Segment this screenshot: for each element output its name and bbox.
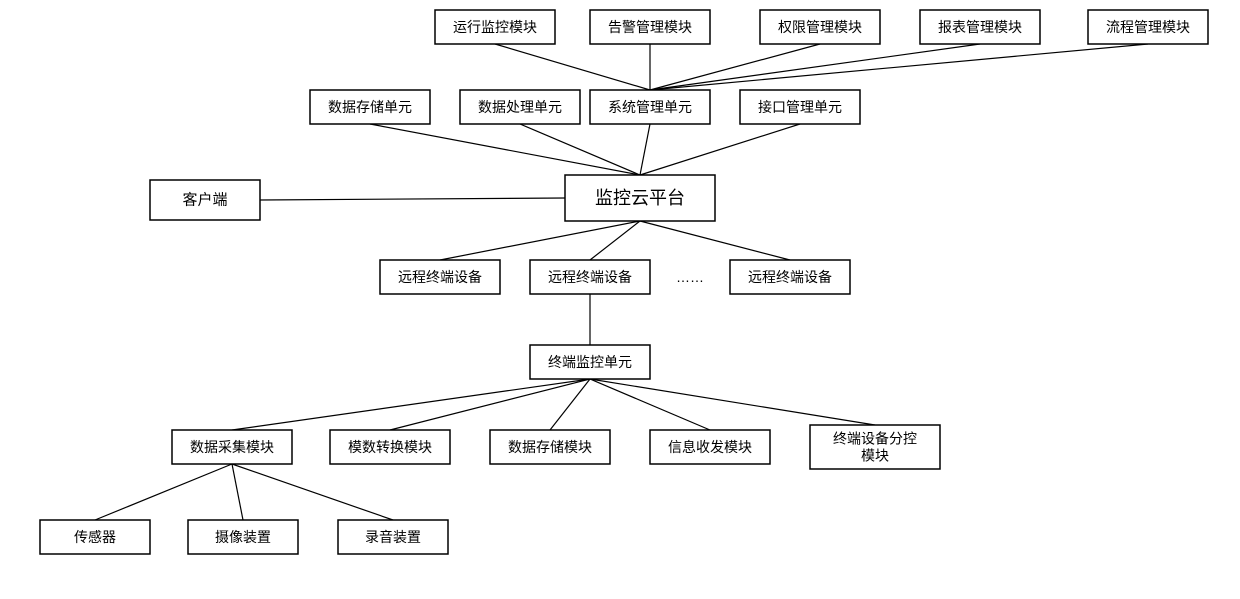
node-label: 接口管理单元	[758, 99, 842, 115]
node-label: 终端监控单元	[548, 354, 632, 370]
edge	[650, 44, 980, 90]
node-n_alarm_mgmt: 告警管理模块	[590, 10, 710, 44]
edge	[640, 221, 790, 260]
node-n_adc: 模数转换模块	[330, 430, 450, 464]
node-n_if_mgmt_u: 接口管理单元	[740, 90, 860, 124]
node-n_perm_mgmt: 权限管理模块	[760, 10, 880, 44]
node-n_run_monitor: 运行监控模块	[435, 10, 555, 44]
edge	[390, 379, 590, 430]
edge	[232, 379, 590, 430]
node-n_data_store_m: 数据存储模块	[490, 430, 610, 464]
edge	[590, 379, 875, 425]
node-n_client: 客户端	[150, 180, 260, 220]
node-label: 信息收发模块	[668, 439, 752, 455]
node-label: 报表管理模块	[938, 19, 1022, 35]
node-n_platform: 监控云平台	[565, 175, 715, 221]
edge	[370, 124, 640, 175]
node-n_sensor: 传感器	[40, 520, 150, 554]
node-n_rtd1: 远程终端设备	[380, 260, 500, 294]
node-label: 录音装置	[365, 529, 421, 545]
edge	[650, 44, 820, 90]
edge	[495, 44, 650, 90]
node-n_term_monitor: 终端监控单元	[530, 345, 650, 379]
edge	[640, 124, 650, 175]
node-n_sys_mgmt_u: 系统管理单元	[590, 90, 710, 124]
node-label: 数据处理单元	[478, 99, 562, 115]
node-label: 远程终端设备	[398, 269, 482, 285]
node-n_data_proc_u: 数据处理单元	[460, 90, 580, 124]
node-n_rtd2: 远程终端设备	[530, 260, 650, 294]
edge	[590, 221, 640, 260]
edge	[640, 124, 800, 175]
node-label: ……	[676, 269, 704, 285]
node-label: 模块	[861, 447, 889, 463]
node-label: 权限管理模块	[778, 19, 862, 35]
edge	[440, 221, 640, 260]
node-label: 运行监控模块	[453, 19, 537, 35]
node-n_data_store_u: 数据存储单元	[310, 90, 430, 124]
node-label: 数据存储单元	[328, 99, 412, 115]
node-n_msg_txrx: 信息收发模块	[650, 430, 770, 464]
node-n_camera: 摄像装置	[188, 520, 298, 554]
node-label: 终端设备分控	[833, 431, 917, 447]
node-label: 监控云平台	[595, 188, 685, 208]
node-n_recorder: 录音装置	[338, 520, 448, 554]
node-n_term_subctrl: 终端设备分控模块	[810, 425, 940, 469]
edge	[520, 124, 640, 175]
node-n_report_mgmt: 报表管理模块	[920, 10, 1040, 44]
node-label: 系统管理单元	[608, 99, 692, 115]
node-label: 数据存储模块	[508, 439, 592, 455]
node-label: 客户端	[182, 192, 227, 209]
node-label: 流程管理模块	[1106, 19, 1190, 35]
edge	[550, 379, 590, 430]
edge	[232, 464, 243, 520]
node-n_rtd3: 远程终端设备	[730, 260, 850, 294]
node-label: 摄像装置	[215, 529, 271, 545]
edge	[95, 464, 232, 520]
node-n_data_collect: 数据采集模块	[172, 430, 292, 464]
flowchart-diagram: 运行监控模块 告警管理模块 权限管理模块 报表管理模块 流程管理模块数据存储单元 数据处理…	[0, 0, 1240, 599]
node-n_dots: ……	[676, 269, 704, 285]
node-n_flow_mgmt: 流程管理模块	[1088, 10, 1208, 44]
nodes-group: 运行监控模块 告警管理模块 权限管理模块 报表管理模块 流程管理模块数据存储单元 数据处理…	[40, 10, 1208, 554]
edge	[260, 198, 565, 200]
node-label: 告警管理模块	[608, 19, 692, 35]
node-label: 数据采集模块	[190, 439, 274, 455]
node-label: 远程终端设备	[748, 269, 832, 285]
node-label: 模数转换模块	[348, 439, 432, 455]
edge	[590, 379, 710, 430]
edge	[232, 464, 393, 520]
node-label: 传感器	[74, 529, 116, 545]
node-label: 远程终端设备	[548, 269, 632, 285]
edge	[650, 44, 1148, 90]
